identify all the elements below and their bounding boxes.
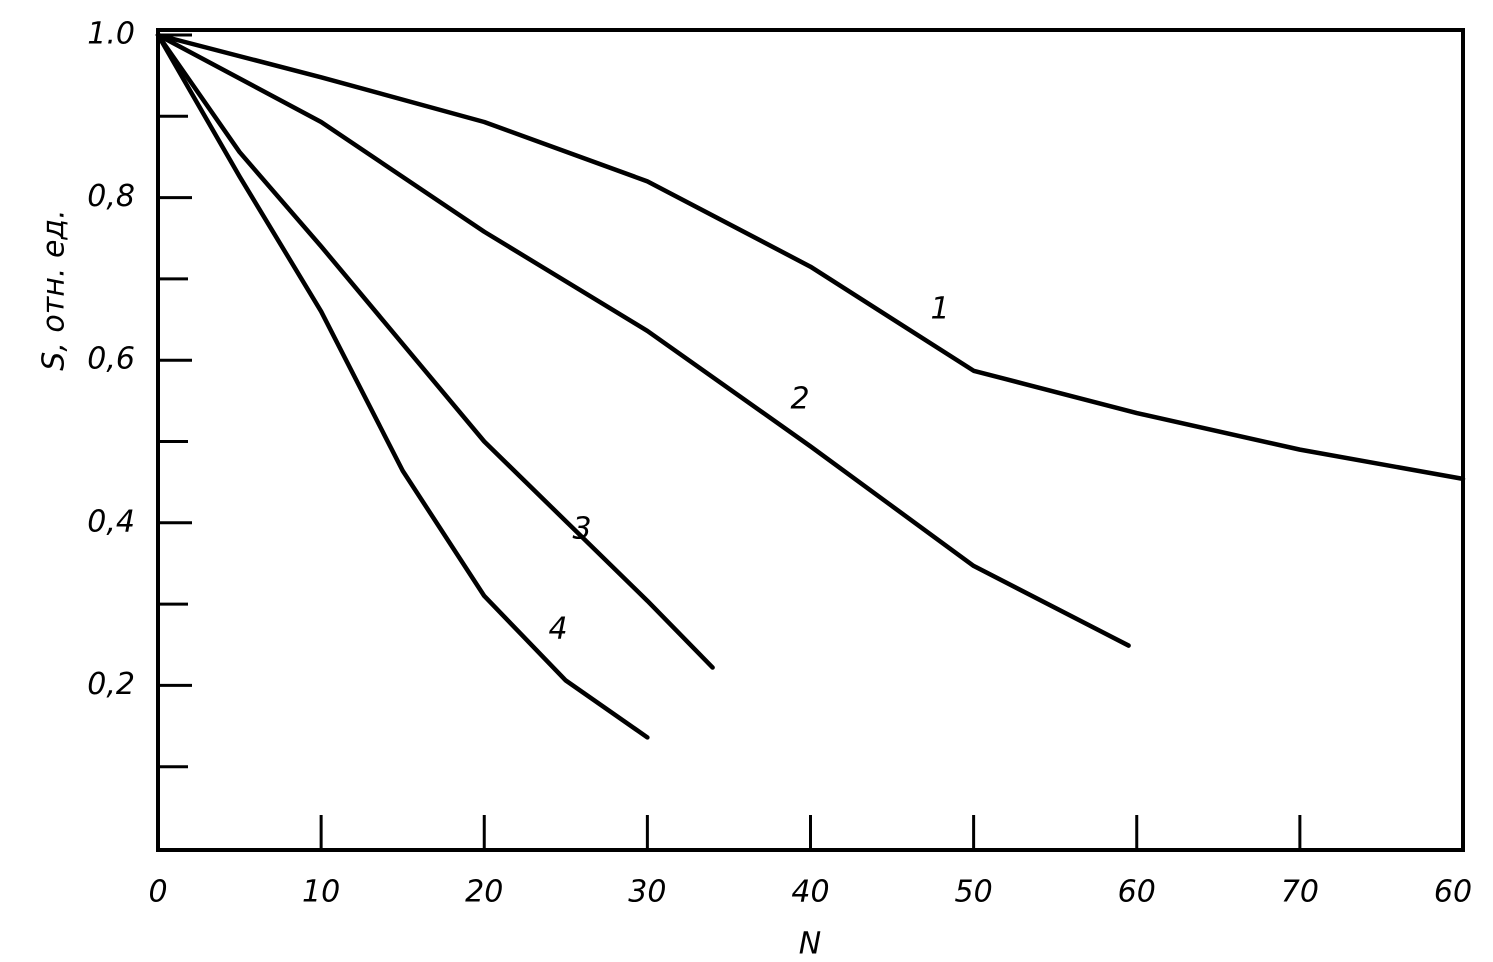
series-label: 3 <box>572 512 591 547</box>
y-tick-label: 0,2 <box>87 667 135 702</box>
y-tick-label: 0,4 <box>87 504 135 539</box>
x-tick-label: 20 <box>465 875 503 910</box>
x-tick-label: 40 <box>791 875 829 910</box>
x-tick-label: 10 <box>302 875 340 910</box>
line-series <box>155 32 650 740</box>
y-axis-label: S, отн. ед. <box>37 209 72 370</box>
series-label: 4 <box>548 612 567 647</box>
series-label: 2 <box>790 382 809 417</box>
x-tick-label: 60 <box>1434 875 1472 910</box>
y-tick-label: 0,8 <box>87 179 135 214</box>
y-tick-label: 1.0 <box>87 17 135 52</box>
x-axis-label: N <box>799 927 821 962</box>
x-tick-label: 50 <box>955 875 993 910</box>
x-tick-label: 60 <box>1118 875 1156 910</box>
x-tick-label: 0 <box>148 875 167 910</box>
series-label: 1 <box>930 292 949 327</box>
plot-frame <box>156 28 1465 852</box>
line-series <box>155 32 1131 648</box>
y-tick-label: 0,6 <box>87 342 135 377</box>
line-series <box>155 32 715 670</box>
x-tick-label: 30 <box>628 875 666 910</box>
x-tick-label: 70 <box>1281 875 1319 910</box>
line-series <box>155 32 1466 482</box>
